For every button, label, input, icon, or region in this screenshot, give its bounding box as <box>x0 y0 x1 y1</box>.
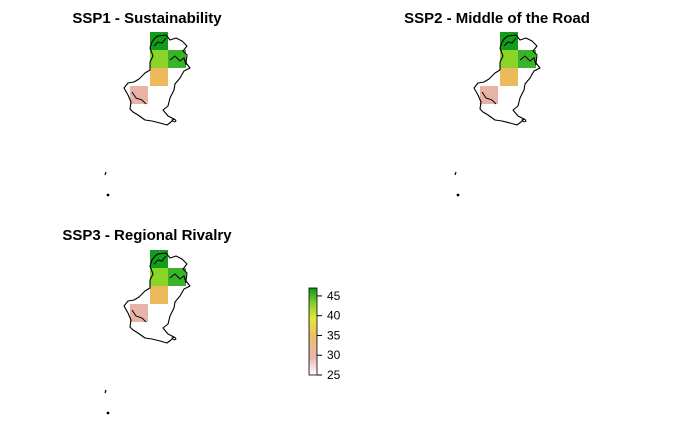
legend-colorbar <box>308 287 318 376</box>
map-panel-ssp2: SSP2 - Middle of the Road <box>404 10 590 198</box>
color-legend: 45 40 35 30 25 <box>308 287 341 382</box>
panel-title: SSP1 - Sustainability <box>72 10 222 27</box>
map-panel-ssp1: SSP1 - Sustainability <box>72 10 222 198</box>
legend-tick-label: 35 <box>327 328 341 342</box>
legend-tick-label: 45 <box>327 289 341 303</box>
legend-tick-label: 25 <box>327 368 341 382</box>
legend-tick-label: 30 <box>327 348 341 362</box>
map-panel-ssp3: SSP3 - Regional Rivalry <box>62 227 232 416</box>
panel-title: SSP3 - Regional Rivalry <box>62 227 232 244</box>
panel-title: SSP2 - Middle of the Road <box>404 10 590 27</box>
legend-tick-label: 40 <box>327 309 341 323</box>
